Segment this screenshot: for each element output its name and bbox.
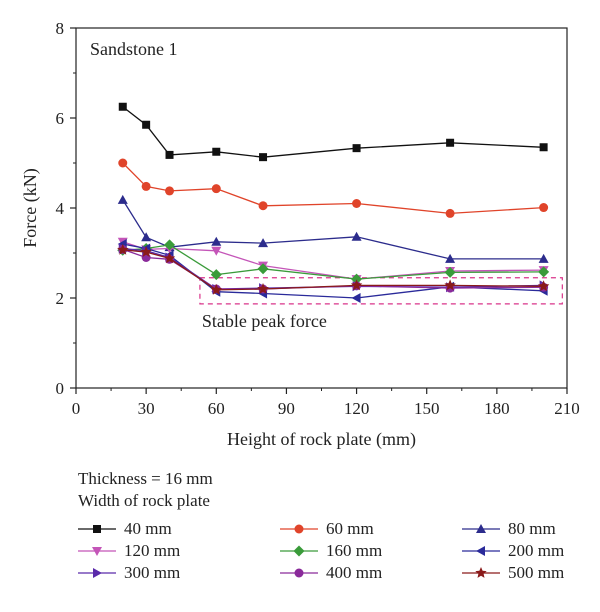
legend-label: 40 mm bbox=[124, 519, 172, 538]
data-point bbox=[165, 150, 174, 159]
y-tick-label: 8 bbox=[56, 19, 65, 38]
data-point bbox=[210, 269, 222, 281]
legend-swatch bbox=[78, 568, 116, 578]
data-point bbox=[212, 147, 221, 156]
y-tick-label: 0 bbox=[56, 379, 65, 398]
data-point bbox=[539, 143, 548, 152]
legend-marker bbox=[93, 525, 101, 533]
y-axis-label: Force (kN) bbox=[20, 168, 41, 247]
data-point bbox=[538, 266, 550, 278]
legend-swatch bbox=[462, 524, 500, 533]
legend-swatch bbox=[462, 567, 500, 578]
legend-label: 60 mm bbox=[326, 519, 374, 538]
data-point bbox=[163, 252, 176, 264]
data-point bbox=[350, 279, 363, 291]
data-point bbox=[142, 120, 151, 129]
legend-marker bbox=[294, 524, 304, 534]
data-point bbox=[141, 181, 151, 191]
data-point bbox=[259, 153, 268, 162]
data-point bbox=[117, 243, 129, 255]
legend-label: 400 mm bbox=[326, 563, 383, 582]
legend-width-title: Width of rock plate bbox=[78, 491, 210, 510]
legend-label: 300 mm bbox=[124, 563, 181, 582]
legend-swatch bbox=[78, 547, 116, 556]
x-tick-label: 0 bbox=[72, 399, 81, 418]
series-500-mm bbox=[117, 243, 550, 295]
x-tick-label: 210 bbox=[554, 399, 580, 418]
legend-label: 160 mm bbox=[326, 541, 383, 560]
series-line bbox=[122, 249, 544, 291]
series-80-mm bbox=[117, 194, 549, 263]
data-point bbox=[445, 253, 456, 263]
x-tick-label: 90 bbox=[278, 399, 295, 418]
data-point bbox=[445, 208, 455, 218]
data-point bbox=[140, 246, 152, 257]
data-point bbox=[141, 232, 152, 242]
legend-marker bbox=[93, 568, 102, 578]
data-point bbox=[444, 279, 456, 291]
data-point bbox=[444, 266, 456, 278]
data-point bbox=[211, 236, 222, 246]
legend-label: 500 mm bbox=[508, 563, 565, 582]
legend: Thickness = 16 mm Width of rock plate 40… bbox=[78, 468, 598, 582]
legend-marker bbox=[293, 545, 305, 557]
data-point bbox=[446, 138, 455, 147]
legend-marker bbox=[294, 568, 304, 578]
data-point bbox=[352, 144, 361, 153]
stable-peak-box bbox=[199, 277, 563, 305]
x-tick-label: 150 bbox=[414, 399, 440, 418]
data-point bbox=[537, 280, 550, 292]
data-point bbox=[211, 246, 222, 256]
y-tick-label: 6 bbox=[56, 109, 65, 128]
series-line bbox=[122, 241, 544, 280]
chart: 0 30 60 90 120 150 180 210 0 2 4 6 8 Height of rock p… bbox=[20, 19, 580, 450]
x-tick-label: 30 bbox=[138, 399, 155, 418]
stable-peak-label: Stable peak force bbox=[202, 311, 327, 331]
series-60-mm bbox=[118, 158, 549, 218]
data-point bbox=[539, 203, 549, 213]
series-line bbox=[122, 244, 544, 280]
x-tick-label: 60 bbox=[208, 399, 225, 418]
data-point bbox=[211, 184, 221, 194]
x-tick-label: 120 bbox=[344, 399, 370, 418]
legend-swatch bbox=[462, 546, 500, 556]
legend-marker bbox=[475, 567, 487, 578]
series-line bbox=[122, 199, 544, 260]
data-point bbox=[257, 263, 269, 275]
legend-swatch bbox=[280, 524, 318, 534]
data-point bbox=[352, 199, 362, 208]
data-point bbox=[118, 102, 127, 111]
data-point bbox=[258, 238, 269, 248]
legend-swatch bbox=[78, 525, 116, 533]
series-40-mm bbox=[118, 102, 548, 162]
legend-label: 80 mm bbox=[508, 519, 556, 538]
data-point bbox=[117, 194, 128, 204]
data-point bbox=[351, 293, 361, 303]
y-tick-label: 4 bbox=[56, 199, 65, 218]
data-point bbox=[538, 253, 549, 263]
data-point bbox=[258, 201, 268, 211]
chart-annotation: Sandstone 1 bbox=[90, 39, 178, 59]
legend-swatch bbox=[280, 545, 318, 557]
data-point bbox=[164, 239, 176, 251]
legend-label: 200 mm bbox=[508, 541, 565, 560]
data-point bbox=[351, 231, 362, 241]
legend-swatch bbox=[280, 568, 318, 578]
plot-frame bbox=[75, 27, 568, 389]
y-tick-label: 2 bbox=[56, 289, 65, 308]
x-tick-label: 180 bbox=[484, 399, 510, 418]
data-point bbox=[165, 186, 175, 196]
legend-marker bbox=[476, 546, 485, 556]
x-axis-label: Height of rock plate (mm) bbox=[227, 429, 416, 450]
data-point bbox=[351, 273, 363, 285]
data-point bbox=[257, 283, 269, 294]
legend-label: 120 mm bbox=[124, 541, 181, 560]
legend-marker bbox=[476, 524, 486, 533]
legend-thickness: Thickness = 16 mm bbox=[78, 469, 213, 488]
legend-marker bbox=[92, 547, 102, 556]
series-line bbox=[122, 162, 544, 215]
series-line bbox=[122, 106, 544, 158]
data-point bbox=[210, 283, 222, 295]
data-point bbox=[118, 158, 128, 168]
